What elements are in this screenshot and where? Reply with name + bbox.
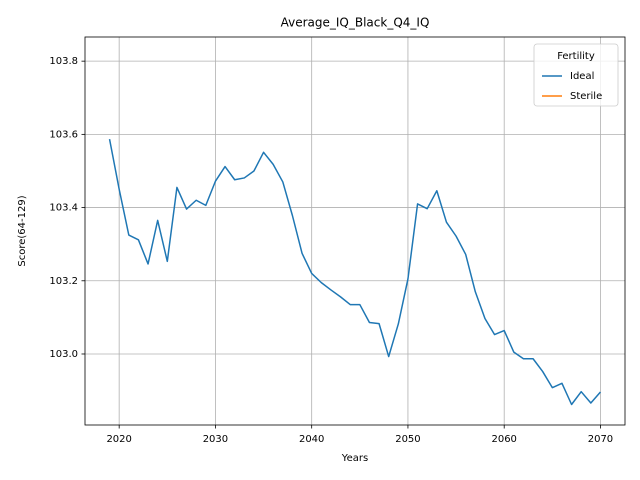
legend-title: Fertility [557, 51, 595, 62]
plot-frame [84, 36, 626, 426]
legend-box [533, 43, 619, 107]
y-tick-label: 103.6 [49, 129, 78, 140]
y-tick-label: 103.8 [49, 56, 78, 67]
y-tick-label: 103.4 [49, 203, 78, 214]
x-axis-label: Years [341, 453, 368, 464]
legend-label: Sterile [570, 91, 602, 102]
x-tick-label: 2030 [203, 434, 228, 445]
chart-title: Average_IQ_Black_Q4_IQ [281, 16, 430, 30]
line-series [108, 138, 602, 406]
x-tick-label: 2050 [395, 434, 420, 445]
y-tick-label: 103.0 [49, 349, 78, 360]
y-axis-label: Score(64-129) [17, 195, 28, 266]
x-tick-label: 2060 [491, 434, 516, 445]
x-tick-label: 2020 [106, 434, 131, 445]
y-tick-label: 103.2 [49, 276, 78, 287]
x-tick-label: 2070 [588, 434, 613, 445]
x-tick-label: 2040 [299, 434, 324, 445]
legend-label: Ideal [570, 71, 594, 82]
